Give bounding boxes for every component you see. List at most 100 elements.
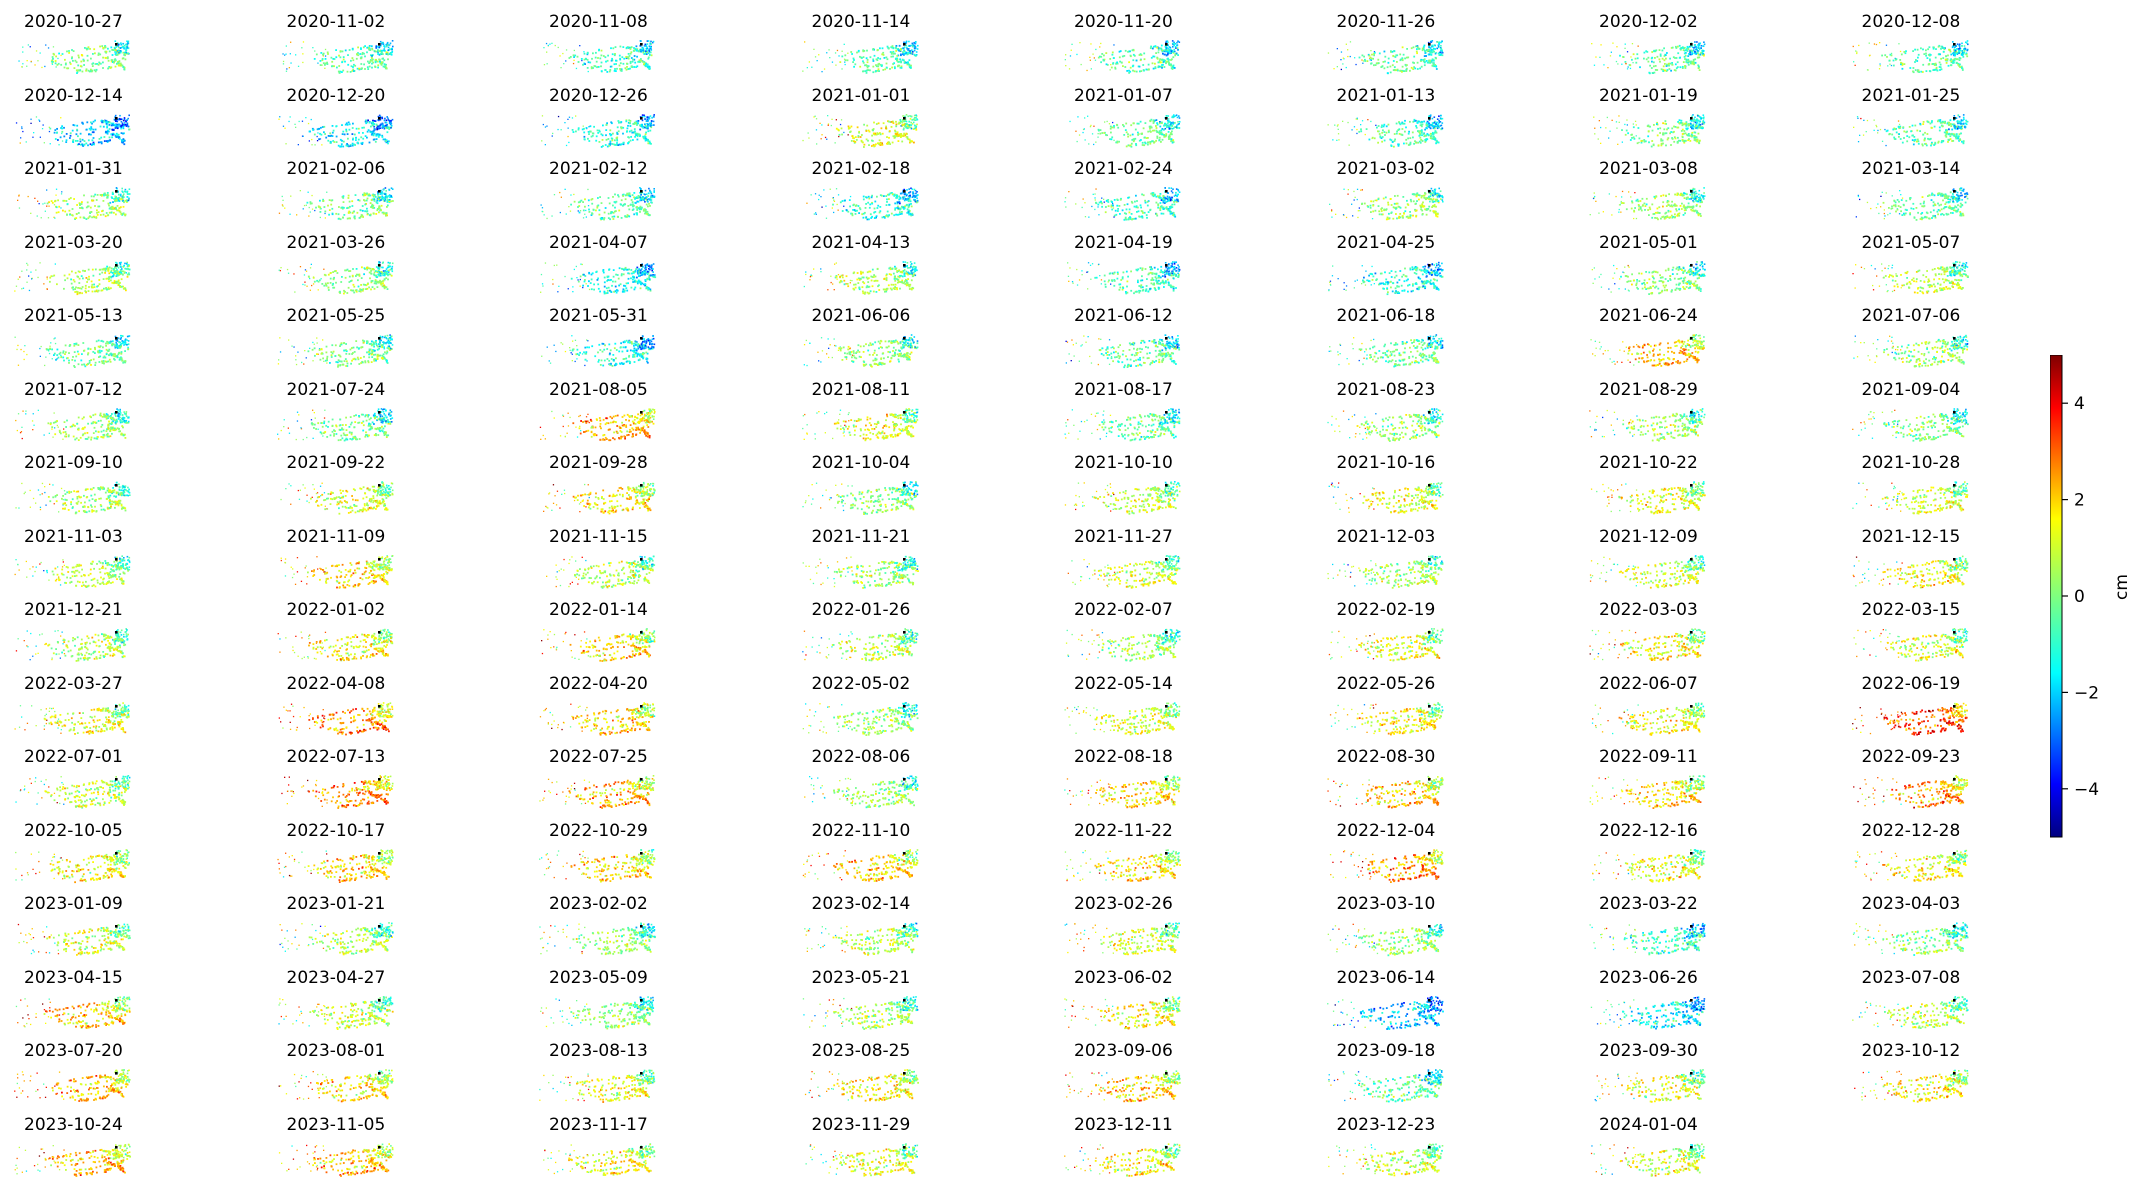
- map-pixel: [1430, 124, 1433, 126]
- map-pixel: [1855, 51, 1857, 53]
- map-pixel: [386, 53, 389, 56]
- map-pixel: [1147, 143, 1149, 145]
- map-pixel: [368, 49, 371, 51]
- map-pixel: [372, 138, 375, 141]
- map-pixel: [385, 53, 387, 55]
- map-pixel: [309, 211, 311, 213]
- map-pixel: [1423, 61, 1426, 64]
- map-pixel: [834, 52, 836, 54]
- map-pixel: [1965, 49, 1968, 52]
- map-pixel: [1634, 120, 1637, 122]
- map-pixel: [1080, 63, 1082, 66]
- map-pixel: [339, 70, 341, 73]
- map-pixel: [1421, 139, 1423, 142]
- map-pixel: [1364, 133, 1366, 135]
- map-pixel: [646, 53, 648, 55]
- map-pixel: [1132, 69, 1134, 72]
- map-pixel: [1170, 50, 1172, 53]
- map-pixel: [907, 137, 909, 140]
- map-pixel: [356, 46, 359, 49]
- map-pixel: [1164, 53, 1166, 56]
- map-pixel: [1169, 123, 1172, 126]
- map-pixel: [373, 132, 375, 134]
- map-pixel: [1878, 63, 1881, 65]
- map-pixel: [1432, 50, 1434, 53]
- map-pixel: [540, 204, 542, 206]
- map-pixel: [1940, 68, 1942, 71]
- map-pixel: [1921, 144, 1924, 146]
- map-pixel: [1949, 58, 1952, 61]
- map-pixel: [385, 214, 388, 217]
- map-pixel: [1953, 114, 1955, 117]
- map-pixel: [1163, 66, 1166, 68]
- map-pixel: [618, 121, 620, 124]
- map-pixel: [1699, 125, 1702, 127]
- map-pixel: [1632, 53, 1635, 56]
- map-pixel: [1667, 136, 1670, 139]
- map-pixel: [322, 62, 325, 65]
- map-pixel: [341, 130, 344, 132]
- map-pixel: [61, 130, 64, 133]
- map-pixel: [817, 54, 819, 56]
- map-pixel: [620, 203, 622, 206]
- map-pixel: [1946, 140, 1949, 143]
- map-pixel: [1406, 137, 1409, 139]
- map-pixel: [1168, 124, 1170, 127]
- map-pixel: [341, 196, 343, 198]
- map-pixel: [1093, 143, 1095, 145]
- map-pixel: [1388, 138, 1391, 140]
- map-pixel: [118, 194, 120, 196]
- reference-point: [377, 116, 381, 120]
- map-pixel: [356, 67, 358, 70]
- map-pixel: [1436, 117, 1438, 120]
- map-pixel: [1436, 127, 1438, 129]
- map-pixel: [102, 56, 104, 59]
- map-pixel: [1930, 141, 1933, 144]
- map-pixel: [627, 56, 629, 58]
- map-pixel: [871, 58, 874, 61]
- map-pixel: [386, 44, 388, 46]
- map-pixel: [1639, 66, 1641, 69]
- map-pixel: [1168, 46, 1171, 48]
- map-pixel: [1173, 121, 1176, 124]
- map-pixel: [389, 200, 392, 203]
- panel-title: 2020-11-14: [812, 12, 911, 32]
- map-pixel: [324, 217, 326, 219]
- map-pixel: [1963, 49, 1965, 52]
- map-pixel: [1422, 132, 1425, 135]
- map-pixel: [1171, 115, 1174, 117]
- map-pixel: [1154, 45, 1157, 47]
- map-pixel: [570, 203, 572, 206]
- map-pixel: [1439, 47, 1441, 49]
- map-pixel: [71, 56, 73, 59]
- map-pixel: [1659, 55, 1662, 57]
- map-pixel: [370, 131, 373, 133]
- map-pixel: [1429, 134, 1432, 137]
- map-pixel: [547, 44, 549, 47]
- map-pixel: [380, 204, 382, 207]
- map-pixel: [71, 49, 73, 51]
- map-pixel: [912, 118, 915, 120]
- map-pixel: [1938, 126, 1941, 128]
- reference-point: [1165, 116, 1168, 120]
- map-pixel: [820, 137, 822, 139]
- map-pixel: [1659, 60, 1661, 63]
- map-pixel: [1684, 54, 1687, 57]
- map-pixel: [1665, 144, 1667, 146]
- map-pixel: [85, 142, 88, 144]
- map-pixel: [119, 206, 122, 209]
- map-pixel: [123, 54, 126, 56]
- map-pixel: [60, 54, 62, 57]
- map-pixel: [360, 142, 363, 145]
- map-pixel: [1671, 127, 1674, 129]
- map-pixel: [66, 50, 68, 53]
- map-pixel: [65, 132, 68, 135]
- map-pixel: [1433, 115, 1435, 118]
- map-pixel: [351, 132, 353, 135]
- map-pixel: [45, 44, 47, 46]
- map-pixel: [1178, 114, 1180, 117]
- map-pixel: [1929, 144, 1932, 146]
- map-pixel: [1124, 49, 1127, 52]
- map-pixel: [1649, 64, 1651, 67]
- map-pixel: [913, 124, 916, 126]
